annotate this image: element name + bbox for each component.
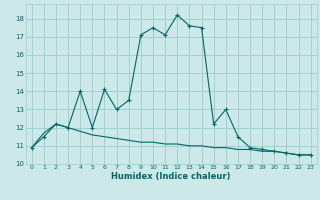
X-axis label: Humidex (Indice chaleur): Humidex (Indice chaleur): [111, 172, 231, 181]
